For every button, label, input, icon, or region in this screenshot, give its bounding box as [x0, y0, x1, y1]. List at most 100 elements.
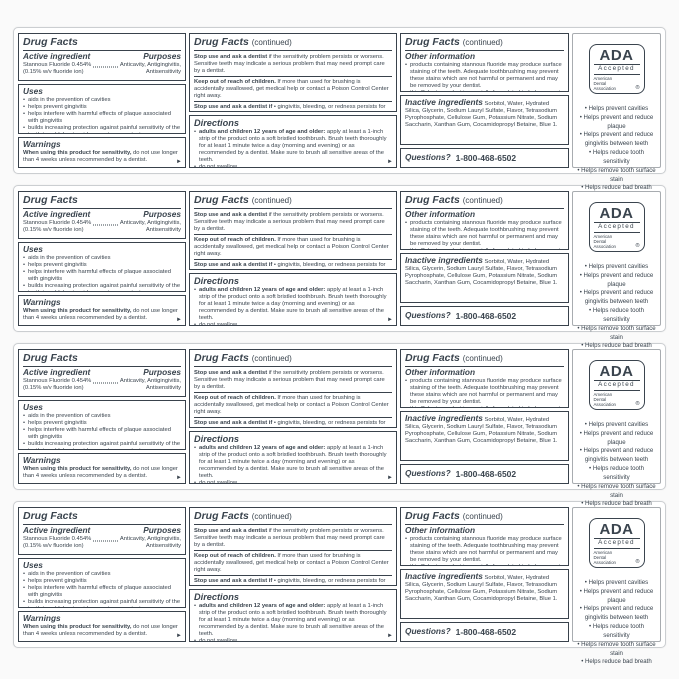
active-ingredient-header-row: Active ingredient Purposes — [23, 367, 181, 378]
other-information-item: products containing stannous fluoride ma… — [405, 220, 564, 248]
warning-section: Keep out of reach of children. If more t… — [194, 551, 392, 577]
directions-item: adults and children 12 years of age and … — [194, 603, 392, 638]
continue-arrow-icon: ► — [176, 633, 182, 639]
continue-arrow-icon: ► — [176, 159, 182, 165]
section-text: • gingivitis, bleeding, or redness persi… — [273, 420, 386, 427]
ada-organization-name: American Dental Association — [594, 234, 616, 249]
other-information-list: products containing stannous fluoride ma… — [405, 378, 564, 407]
inactive-ingredients-text: Inactive ingredients Sorbitol, Water, Hy… — [405, 97, 564, 129]
drug-facts-continued-title: Drug Facts (continued) — [405, 352, 564, 367]
purposes-heading: Purposes — [143, 209, 181, 219]
benefit-item: Helps reduce tooth sensitivity — [576, 149, 657, 167]
inactive-ingredients-heading: Inactive ingredients — [405, 571, 483, 581]
warnings-box: Warnings When using this product for sen… — [18, 137, 186, 168]
benefit-item: Helps prevent cavities — [576, 579, 657, 588]
directions-item: adults and children 12 years of age and … — [194, 445, 392, 480]
section-text: if the sensitivity problem persists or w… — [194, 369, 385, 390]
benefits-list: Helps prevent cavities Helps prevent and… — [576, 105, 657, 193]
uses-item: aids in the prevention of cavities — [23, 255, 181, 262]
benefit-item: Helps prevent and reduce gingivitis betw… — [576, 447, 657, 465]
uses-list: aids in the prevention of cavities helps… — [23, 97, 181, 133]
ada-org-line: American — [593, 391, 613, 397]
ada-org-line: Dental — [593, 396, 607, 402]
section-text: if the sensitivity problem persists or w… — [194, 211, 385, 232]
ada-organization-name: American Dental Association — [594, 550, 616, 565]
title-main: Drug Facts — [194, 36, 249, 48]
uses-item: builds increasing protection against pai… — [23, 125, 181, 133]
ada-organization-name: American Dental Association — [594, 392, 616, 407]
active-ingredient-header-row: Active ingredient Purposes — [23, 209, 181, 220]
ingredient-name: Stannous Fluoride 0.454% — [23, 377, 92, 384]
ada-organization: American Dental Association ® — [594, 392, 640, 407]
benefit-item: Helps prevent and reduce plaque — [576, 588, 657, 606]
panel-drug-facts-main: Drug Facts Active ingredient Purposes St… — [18, 349, 186, 484]
inactive-ingredients-heading: Inactive ingredients — [405, 255, 483, 265]
ada-accepted-text: Accepted — [593, 538, 640, 549]
ingredient-row-2: (0.15% w/v fluoride ion) Antisensitivity — [23, 385, 181, 392]
uses-heading: Uses — [23, 244, 43, 254]
drug-facts-continued-title: Drug Facts (continued) — [405, 510, 564, 525]
other-information-item: this Colgate product is specially formul… — [405, 90, 564, 91]
stop-use-box: Drug Facts (continued) Stop use and ask … — [189, 33, 397, 112]
panel-drug-facts-continued-1: Drug Facts (continued) Stop use and ask … — [189, 191, 397, 326]
directions-box: Directions adults and children 12 years … — [189, 115, 397, 168]
drug-facts-label-row: Drug Facts Active ingredient Purposes St… — [13, 185, 666, 349]
directions-item-text: apply at least a 1-inch strip of the pro… — [199, 287, 387, 321]
questions-phone-number: 1-800-468-6502 — [455, 468, 517, 479]
ada-accepted-seal: ADA Accepted American Dental Association… — [588, 518, 645, 568]
benefit-item: Helps prevent and reduce gingivitis betw… — [576, 131, 657, 149]
benefit-item: Helps prevent and reduce gingivitis betw… — [576, 605, 657, 623]
warning-section: Stop use and ask a dentist if • gingivit… — [194, 576, 392, 585]
dotted-leader-line — [93, 66, 118, 68]
uses-item: helps interfere with harmful effects of … — [23, 585, 181, 599]
ada-accepted-seal: ADA Accepted American Dental Association… — [588, 360, 645, 410]
purposes-heading: Purposes — [143, 525, 181, 535]
inactive-ingredients-list: Sorbitol, Water, Hydrated Silica, Glycer… — [405, 417, 558, 444]
purposes-heading: Purposes — [143, 51, 181, 61]
drug-facts-continued-title: Drug Facts (continued) — [194, 194, 392, 209]
drug-facts-label-row: Drug Facts Active ingredient Purposes St… — [13, 501, 666, 665]
benefit-item: Helps remove tooth surface stain — [576, 641, 657, 659]
uses-item: aids in the prevention of cavities — [23, 413, 181, 420]
directions-item-lead: adults and children 12 years of age and … — [199, 287, 326, 294]
stop-use-box: Drug Facts (continued) Stop use and ask … — [189, 507, 397, 586]
section-lead: Keep out of reach of children. — [194, 78, 276, 85]
panel-drug-facts-continued-2: Drug Facts (continued) Other information… — [400, 507, 569, 642]
warning-section: Stop use and ask a dentist if • gingivit… — [194, 418, 392, 427]
warnings-body: do not use longer than 4 weeks unless re… — [23, 465, 178, 479]
ingredient-row-1: Stannous Fluoride 0.454% Anticavity, Ant… — [23, 378, 181, 385]
benefit-item: Helps prevent and reduce gingivitis betw… — [576, 289, 657, 307]
other-information-heading: Other information — [405, 51, 476, 61]
questions-phone-number: 1-800-468-6502 — [455, 152, 517, 163]
drug-facts-continued-title: Drug Facts (continued) — [194, 510, 392, 525]
continue-arrow-icon: ► — [176, 317, 182, 323]
section-lead: Stop use and ask a dentist if — [194, 104, 273, 111]
warning-section: Stop use and ask a dentist if • gingivit… — [194, 260, 392, 269]
warnings-lead: When using this product for sensitivity, — [23, 307, 132, 314]
inactive-ingredients-text: Inactive ingredients Sorbitol, Water, Hy… — [405, 255, 564, 287]
title-main: Drug Facts — [405, 510, 460, 522]
questions-heading: Questions? — [405, 625, 451, 636]
benefit-item: Helps prevent cavities — [576, 421, 657, 430]
ada-panel: ADA Accepted American Dental Association… — [572, 507, 661, 665]
drug-facts-label-row: Drug Facts Active ingredient Purposes St… — [13, 343, 666, 507]
warnings-lead: When using this product for sensitivity, — [23, 149, 132, 156]
directions-list: adults and children 12 years of age and … — [194, 129, 392, 167]
warnings-box: Warnings When using this product for sen… — [18, 295, 186, 326]
drug-facts-continued-title: Drug Facts (continued) — [405, 194, 564, 209]
directions-heading: Directions — [194, 434, 239, 444]
inactive-ingredients-heading: Inactive ingredients — [405, 413, 483, 423]
directions-box: Directions adults and children 12 years … — [189, 273, 397, 326]
ada-accepted-text: Accepted — [593, 222, 640, 233]
warning-section: Stop use and ask a dentist if the sensit… — [194, 210, 392, 236]
title-suffix: (continued) — [462, 512, 503, 521]
title-main: Drug Facts — [194, 352, 249, 364]
directions-item: adults and children 12 years of age and … — [194, 287, 392, 322]
inactive-ingredients-text: Inactive ingredients Sorbitol, Water, Hy… — [405, 571, 564, 603]
questions-box: Questions? 1-800-468-6502 — [400, 622, 569, 642]
other-information-item: products containing stannous fluoride ma… — [405, 378, 564, 406]
directions-item-text: apply at least a 1-inch strip of the pro… — [199, 129, 387, 163]
other-information-item: this Colgate product is specially formul… — [405, 248, 564, 249]
title-suffix: (continued) — [462, 354, 503, 363]
uses-item: builds increasing protection against pai… — [23, 441, 181, 449]
